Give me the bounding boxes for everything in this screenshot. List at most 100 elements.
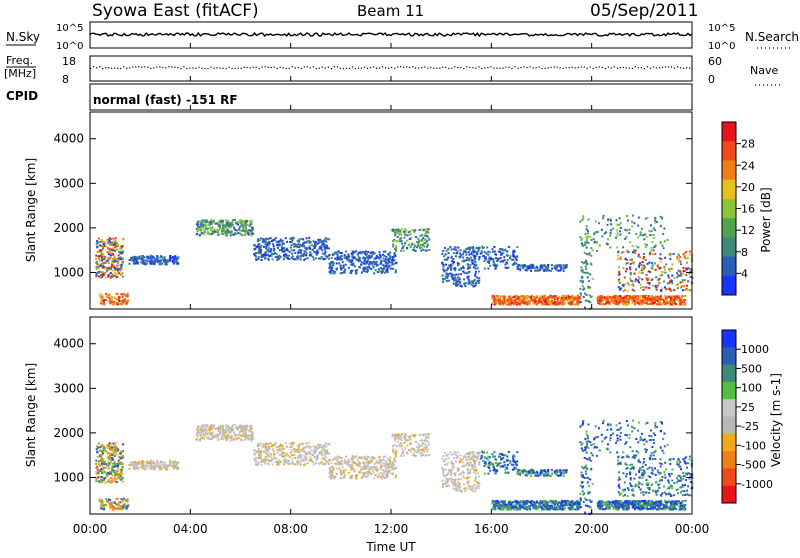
power-point	[641, 300, 643, 302]
freq-point	[225, 68, 226, 69]
freq-point	[123, 66, 124, 67]
power-point	[533, 296, 535, 298]
freq-point	[400, 66, 401, 67]
power-point	[478, 282, 480, 284]
power-point	[468, 251, 470, 253]
velocity-point	[319, 452, 321, 454]
power-point	[613, 302, 615, 304]
power-point	[596, 250, 598, 252]
power-point	[655, 245, 657, 247]
freq-point	[608, 67, 609, 68]
velocity-point	[394, 457, 396, 459]
velocity-point	[118, 505, 120, 507]
power-point	[607, 243, 609, 245]
power-point	[112, 253, 114, 255]
power-point	[378, 258, 380, 260]
velocity-point	[306, 453, 308, 455]
power-point	[460, 254, 462, 256]
power-point	[530, 270, 532, 272]
power-point	[298, 258, 300, 260]
freq-point	[183, 66, 184, 67]
velocity-point	[291, 446, 293, 448]
power-point	[618, 302, 620, 304]
velocity-point	[205, 428, 207, 430]
power-point	[487, 268, 489, 270]
freq-point	[334, 66, 335, 67]
velocity-point	[258, 448, 260, 450]
velocity-point	[316, 457, 318, 459]
power-point	[277, 245, 279, 247]
power-point	[677, 274, 679, 276]
power-point	[394, 232, 396, 234]
power-point	[317, 250, 319, 252]
velocity-point	[306, 457, 308, 459]
power-point	[217, 234, 219, 236]
power-point	[343, 271, 345, 273]
power-point	[372, 253, 374, 255]
power-point	[660, 242, 662, 244]
power-point	[681, 285, 683, 287]
power-point	[664, 286, 666, 288]
power-point	[105, 277, 107, 279]
power-point	[121, 252, 123, 254]
power-point	[99, 295, 101, 297]
velocity-point	[116, 453, 118, 455]
power-point	[618, 280, 620, 282]
power-point	[580, 292, 582, 294]
velocity-point	[100, 505, 102, 507]
freq-point	[505, 67, 506, 68]
velocity-point	[145, 465, 147, 467]
power-point	[628, 299, 630, 301]
freq-point	[538, 66, 539, 67]
power-point	[308, 240, 310, 242]
velocity-point	[164, 461, 166, 463]
power-point	[273, 253, 275, 255]
power-point	[373, 261, 375, 263]
power-point	[336, 259, 338, 261]
power-point	[367, 251, 369, 253]
power-point	[663, 247, 665, 249]
power-point	[380, 256, 382, 258]
velocity-point	[95, 480, 97, 482]
power-point	[635, 296, 637, 298]
power-point	[160, 260, 162, 262]
power-point	[638, 266, 640, 268]
freq-point	[659, 67, 660, 68]
power-point	[105, 299, 107, 301]
power-point	[281, 247, 283, 249]
power-point	[665, 263, 667, 265]
freq-point	[415, 67, 416, 68]
velocity-point	[113, 452, 115, 454]
power-point	[594, 241, 596, 243]
colorbar-tick-label: 16	[741, 203, 755, 216]
power-point	[667, 282, 669, 284]
power-point	[361, 261, 363, 263]
freq-point	[653, 66, 654, 67]
velocity-point	[110, 443, 112, 445]
power-point	[392, 268, 394, 270]
freq-point	[132, 66, 133, 67]
velocity-point	[380, 468, 382, 470]
power-point	[619, 282, 621, 284]
power-point	[120, 257, 122, 259]
power-point	[401, 228, 403, 230]
power-point	[413, 247, 415, 249]
power-point	[670, 290, 672, 292]
power-point	[442, 266, 444, 268]
freq-point	[177, 67, 178, 68]
freq-point	[403, 67, 404, 68]
power-point	[342, 261, 344, 263]
power-point	[242, 221, 244, 223]
power-point	[369, 262, 371, 264]
power-point	[674, 301, 676, 303]
power-point	[642, 286, 644, 288]
velocity-point	[290, 452, 292, 454]
power-point	[661, 274, 663, 276]
power-point	[507, 259, 509, 261]
power-point	[629, 266, 631, 268]
power-point	[344, 269, 346, 271]
velocity-point	[345, 456, 347, 458]
power-point	[358, 258, 360, 260]
power-point	[225, 226, 227, 228]
power-point	[95, 266, 97, 268]
